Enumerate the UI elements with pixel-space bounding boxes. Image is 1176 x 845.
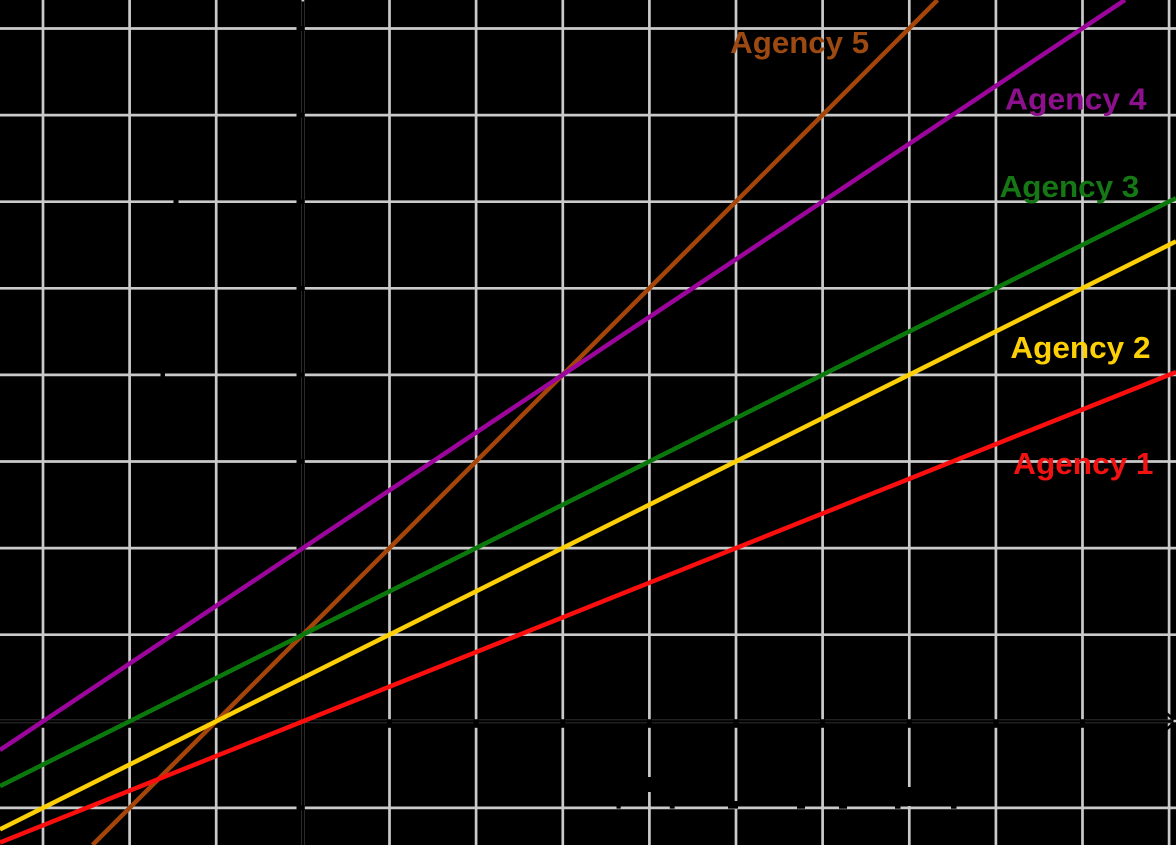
- svg-text:Agency 4: Agency 4: [1005, 82, 1147, 117]
- svg-text:Agency 2: Agency 2: [1010, 330, 1150, 365]
- svg-text:Agency 3: Agency 3: [1000, 169, 1140, 204]
- svg-text:Agency 1: Agency 1: [1013, 446, 1153, 481]
- svg-text:Agency 5: Agency 5: [730, 25, 869, 60]
